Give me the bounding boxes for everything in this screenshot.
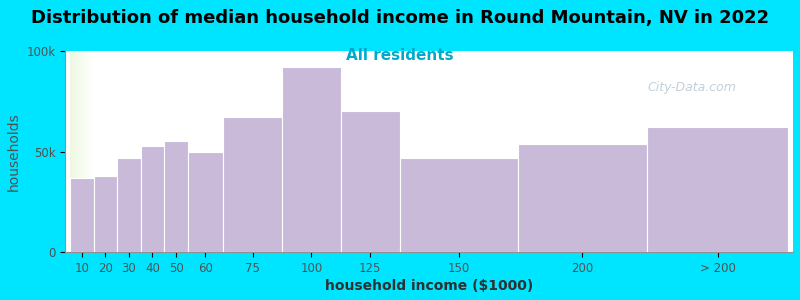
X-axis label: household income ($1000): household income ($1000) <box>325 279 534 293</box>
Bar <box>70 178 94 252</box>
Bar <box>188 152 223 252</box>
Bar <box>117 158 141 252</box>
Bar <box>647 128 788 252</box>
Y-axis label: households: households <box>7 112 21 191</box>
Text: All residents: All residents <box>346 48 454 63</box>
Bar <box>94 176 117 252</box>
Bar <box>141 146 164 252</box>
Bar <box>164 142 188 252</box>
Bar <box>282 67 341 252</box>
Bar <box>518 143 647 252</box>
Text: City-Data.com: City-Data.com <box>647 81 736 94</box>
Bar <box>400 158 518 252</box>
Bar <box>223 117 282 252</box>
Text: Distribution of median household income in Round Mountain, NV in 2022: Distribution of median household income … <box>31 9 769 27</box>
Bar <box>341 111 400 252</box>
